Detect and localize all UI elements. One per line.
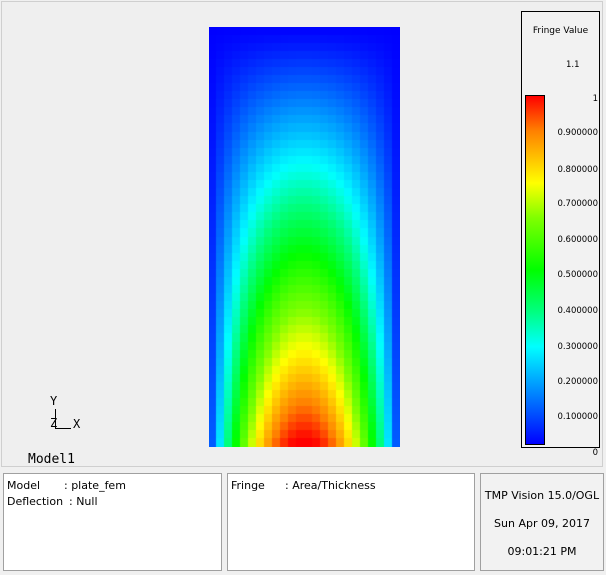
date-stamp: Sun Apr 09, 2017: [494, 517, 590, 530]
model-value: : plate_fem: [64, 479, 126, 492]
legend-tick: 0.300000: [557, 342, 598, 352]
vision-info-panel: TMP Vision 15.0/OGL Sun Apr 09, 2017 09:…: [480, 473, 604, 571]
deflection-value: : Null: [69, 495, 98, 508]
fringe-info-panel: Fringe : Area/Thickness: [227, 473, 475, 571]
axis-y-label: Y: [50, 394, 58, 408]
axis-triad: Y Z X: [46, 394, 96, 434]
legend-tick: 0: [592, 448, 598, 458]
legend-tick: 0.200000: [557, 377, 598, 387]
deflection-row: Deflection : Null: [7, 495, 98, 508]
legend-tick: 0.700000: [557, 199, 598, 209]
axis-z-label: Z: [50, 416, 58, 430]
product-version: TMP Vision 15.0/OGL: [484, 489, 600, 502]
fringe-value: : Area/Thickness: [285, 479, 376, 492]
legend-tick: 0.400000: [557, 306, 598, 316]
legend-color-bar: [525, 95, 545, 445]
legend-tick: 0.600000: [557, 235, 598, 245]
model-key: Model: [7, 479, 41, 492]
fringe-plot-plate[interactable]: [209, 27, 400, 447]
axis-x-line: [55, 428, 71, 429]
axis-y-line: [55, 409, 56, 429]
legend-tick: 0.500000: [557, 270, 598, 280]
fringe-row: Fringe : Area/Thickness: [231, 479, 376, 492]
axis-x-label: X: [73, 417, 81, 431]
model-row: Model : plate_fem: [7, 479, 126, 492]
legend-tick: 0.900000: [557, 128, 598, 138]
legend-title: Fringe Value: [532, 26, 589, 36]
fringe-legend: Fringe Value 1.1 1 0.900000 0.800000 0.7…: [521, 11, 600, 458]
legend-max-value: 1.1: [566, 60, 580, 70]
fringe-key: Fringe: [231, 479, 265, 492]
model-info-panel: Model : plate_fem Deflection : Null: [3, 473, 222, 571]
deflection-key: Deflection: [7, 495, 64, 508]
legend-tick: 0.100000: [557, 412, 598, 422]
model-label: Model1: [28, 452, 75, 467]
time-stamp: 09:01:21 PM: [507, 545, 577, 558]
graphics-viewport[interactable]: Y Z X Model1 Fringe Value 1.1 1 0.900000…: [1, 1, 603, 467]
legend-tick: 0.800000: [557, 165, 598, 175]
legend-tick: 1: [592, 94, 598, 104]
